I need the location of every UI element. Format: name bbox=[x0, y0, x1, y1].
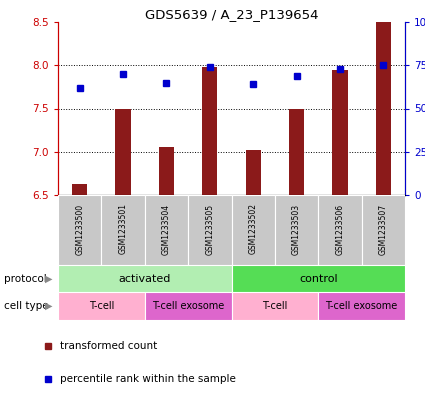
Text: control: control bbox=[299, 274, 337, 283]
Bar bbox=[58, 292, 145, 320]
Bar bbox=[72, 184, 87, 195]
Text: percentile rank within the sample: percentile rank within the sample bbox=[60, 374, 236, 384]
Bar bbox=[289, 109, 304, 195]
Bar bbox=[376, 22, 391, 195]
Text: GSM1233507: GSM1233507 bbox=[379, 204, 388, 255]
Text: transformed count: transformed count bbox=[60, 341, 158, 351]
Bar bbox=[159, 147, 174, 195]
Bar bbox=[332, 70, 348, 195]
Text: cell type: cell type bbox=[4, 301, 49, 311]
Text: ▶: ▶ bbox=[45, 301, 53, 311]
Text: GSM1233503: GSM1233503 bbox=[292, 204, 301, 255]
Text: protocol: protocol bbox=[4, 274, 47, 283]
Bar bbox=[102, 195, 145, 265]
Text: GSM1233505: GSM1233505 bbox=[205, 204, 214, 255]
Text: GSM1233501: GSM1233501 bbox=[119, 204, 128, 254]
Bar bbox=[145, 195, 188, 265]
Bar bbox=[116, 109, 130, 195]
Title: GDS5639 / A_23_P139654: GDS5639 / A_23_P139654 bbox=[145, 8, 318, 21]
Bar bbox=[362, 195, 405, 265]
Bar bbox=[318, 292, 405, 320]
Bar bbox=[58, 265, 232, 292]
Text: GSM1233502: GSM1233502 bbox=[249, 204, 258, 254]
Bar bbox=[232, 265, 405, 292]
Bar bbox=[145, 292, 232, 320]
Bar bbox=[246, 150, 261, 195]
Text: GSM1233500: GSM1233500 bbox=[75, 204, 84, 255]
Bar bbox=[188, 195, 232, 265]
Text: T-cell exosome: T-cell exosome bbox=[152, 301, 224, 311]
Bar bbox=[275, 195, 318, 265]
Text: ▶: ▶ bbox=[45, 274, 53, 283]
Text: activated: activated bbox=[119, 274, 171, 283]
Text: GSM1233504: GSM1233504 bbox=[162, 204, 171, 255]
Bar bbox=[318, 195, 362, 265]
Bar bbox=[232, 195, 275, 265]
Bar bbox=[202, 67, 218, 195]
Bar bbox=[58, 195, 102, 265]
Bar bbox=[232, 292, 318, 320]
Text: T-cell: T-cell bbox=[89, 301, 114, 311]
Text: GSM1233506: GSM1233506 bbox=[335, 204, 344, 255]
Text: T-cell: T-cell bbox=[262, 301, 288, 311]
Text: T-cell exosome: T-cell exosome bbox=[326, 301, 398, 311]
